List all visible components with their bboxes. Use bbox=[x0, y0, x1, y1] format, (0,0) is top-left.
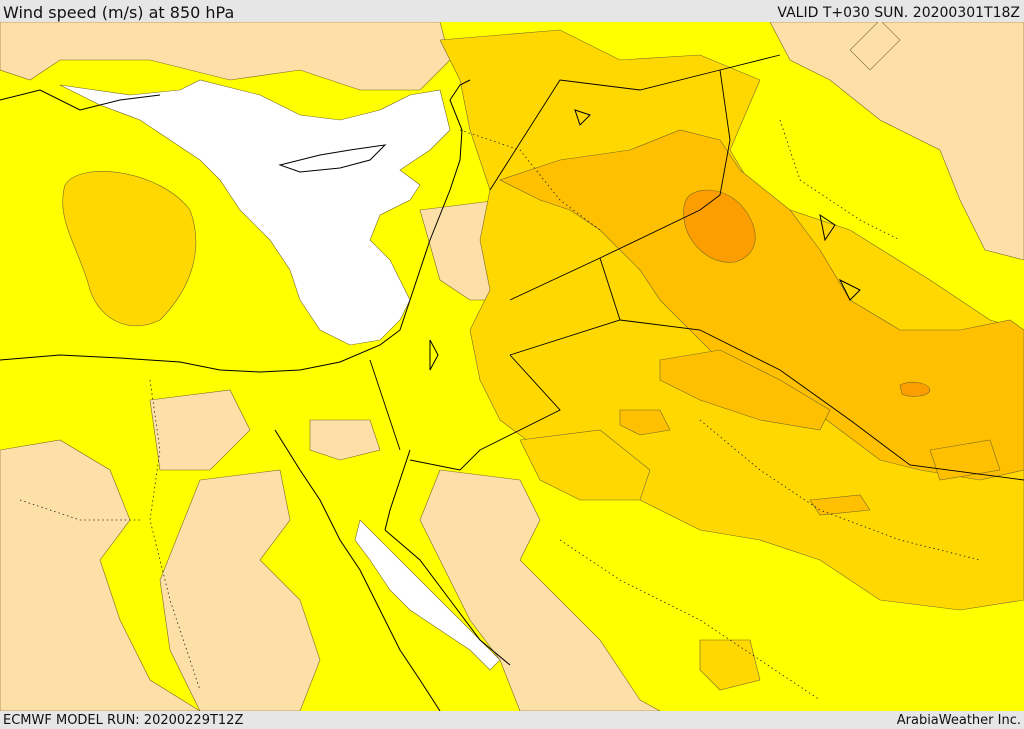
model-run: ECMWF MODEL RUN: 20200229T12Z bbox=[3, 713, 244, 728]
top-bar bbox=[0, 0, 1024, 22]
bottom-bar bbox=[0, 711, 1024, 729]
calm-wind-areas bbox=[59, 79, 501, 671]
valid-time: VALID T+030 SUN. 20200301T18Z bbox=[777, 5, 1020, 21]
strong-wind-areas bbox=[499, 129, 1024, 516]
coastlines bbox=[0, 79, 861, 711]
strongest-wind-core bbox=[683, 189, 931, 397]
map-title: Wind speed (m/s) at 850 hPa bbox=[3, 3, 235, 22]
dotted-boundaries bbox=[19, 119, 981, 701]
country-borders bbox=[369, 54, 1024, 481]
credit-text: ArabiaWeather Inc. bbox=[896, 713, 1021, 728]
wind-speed-map bbox=[0, 22, 1024, 711]
